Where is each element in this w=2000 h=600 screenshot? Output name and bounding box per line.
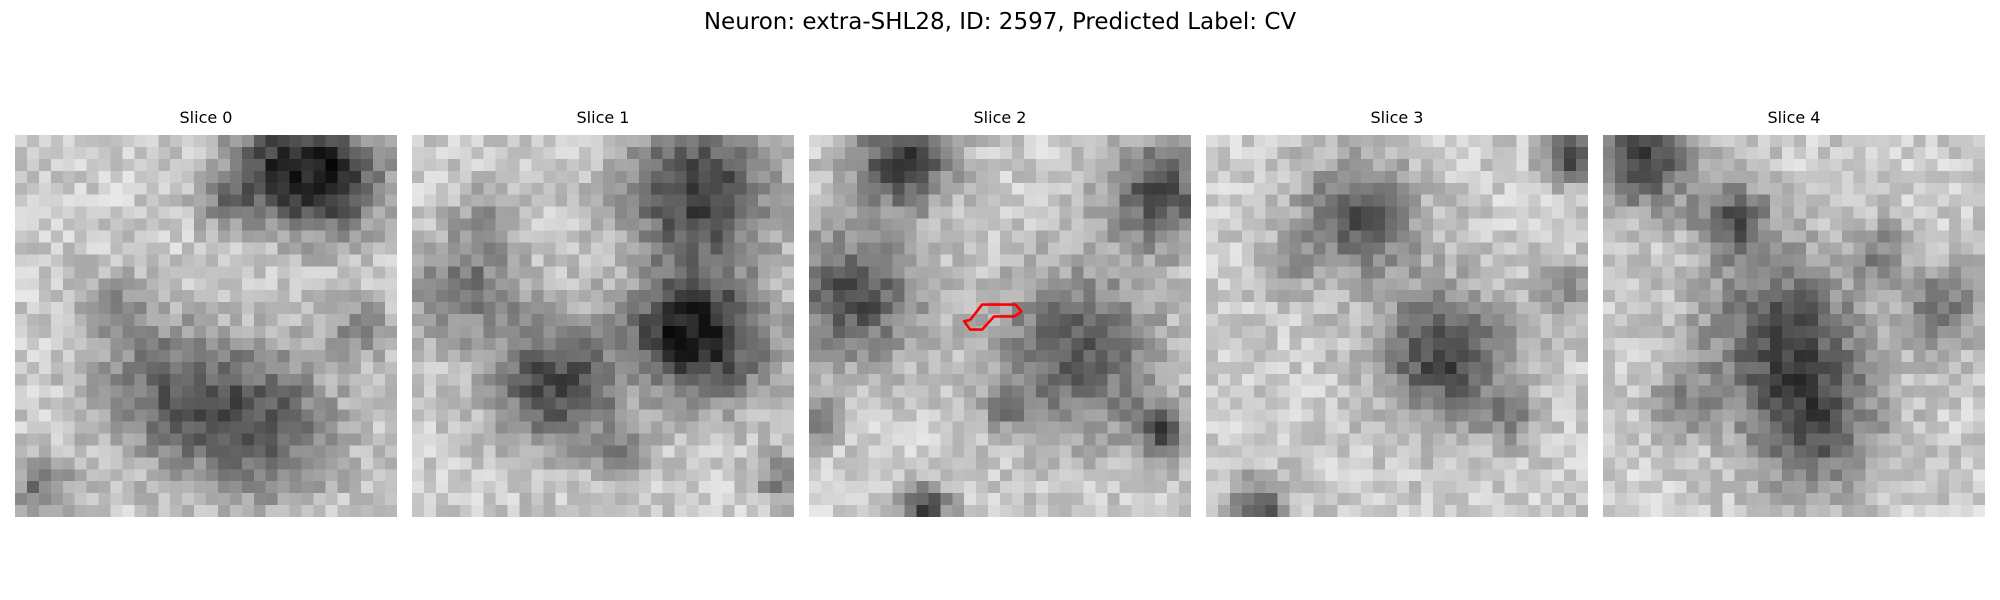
slice-panel-0: Slice 0 <box>15 108 397 517</box>
slice-title: Slice 2 <box>973 108 1027 127</box>
slice-image <box>809 135 1191 517</box>
slice-title: Slice 1 <box>576 108 630 127</box>
slice-pixels <box>809 135 1191 517</box>
slice-image <box>15 135 397 517</box>
figure-title: Neuron: extra-SHL28, ID: 2597, Predicted… <box>703 9 1297 35</box>
slice-panel-3: Slice 3 <box>1206 108 1588 517</box>
slice-title: Slice 3 <box>1370 108 1424 127</box>
roi-outline <box>962 303 1023 331</box>
slice-title: Slice 0 <box>179 108 233 127</box>
slice-image <box>1206 135 1588 517</box>
slice-panel-4: Slice 4 <box>1603 108 1985 517</box>
slice-image <box>412 135 794 517</box>
slice-pixels <box>412 135 794 517</box>
slice-pixels <box>1603 135 1985 517</box>
slice-panel-1: Slice 1 <box>412 108 794 517</box>
slice-panel-2: Slice 2 <box>809 108 1191 517</box>
slice-title: Slice 4 <box>1767 108 1821 127</box>
slice-pixels <box>1206 135 1588 517</box>
slice-image <box>1603 135 1985 517</box>
slice-pixels <box>15 135 397 517</box>
